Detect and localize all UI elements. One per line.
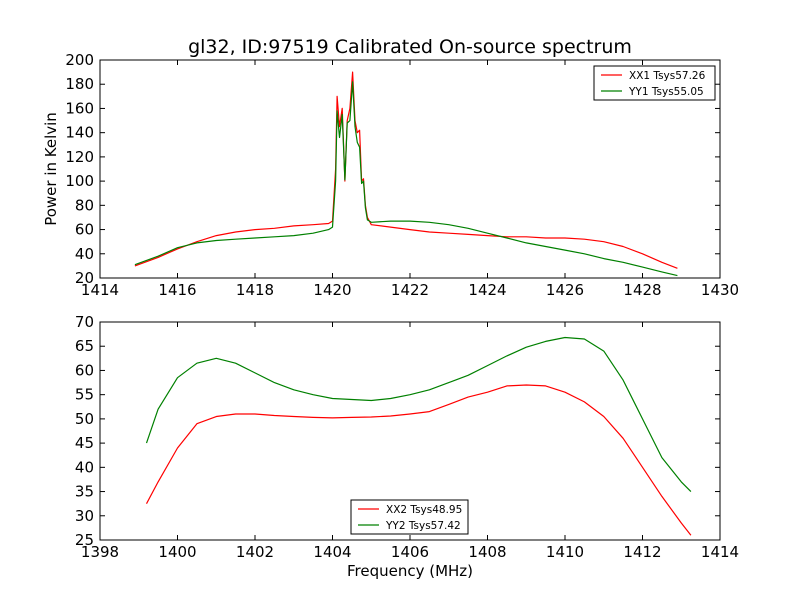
legend-label: YY1 Tsys55.05: [628, 86, 704, 98]
y-tick-label: 30: [75, 507, 94, 525]
y-tick-label: 160: [65, 99, 94, 117]
y-tick-label: 55: [75, 386, 94, 404]
legend-label: XX2 Tsys48.95: [386, 504, 462, 516]
y-tick-label: 45: [75, 434, 94, 452]
y-tick-label: 100: [65, 172, 94, 190]
x-tick-label: 1418: [236, 281, 274, 299]
y-tick-label: 20: [75, 269, 94, 287]
x-tick-label: 1400: [158, 543, 196, 561]
y-tick-label: 120: [65, 148, 94, 166]
x-tick-label: 1402: [236, 543, 274, 561]
series-line-1-1: [145, 336, 692, 493]
x-tick-label: 1406: [391, 543, 429, 561]
legend-box: [350, 499, 469, 535]
series-line-1-0: [145, 384, 692, 536]
y-tick-label: 60: [75, 221, 94, 239]
y-tick-label: 180: [65, 75, 94, 93]
x-tick-label: 1408: [468, 543, 506, 561]
legend-box: [593, 65, 716, 101]
legend: XX1 Tsys57.26 YY1 Tsys55.05: [593, 65, 716, 101]
y-tick-label: 50: [75, 410, 94, 428]
x-tick-label: 1430: [701, 281, 739, 299]
y-tick-label: 25: [75, 531, 94, 549]
legend-label: YY2 Tsys57.42: [385, 520, 461, 532]
x-tick-label: 1416: [158, 281, 196, 299]
x-tick-label: 1414: [81, 281, 119, 299]
y-tick-label: 65: [75, 337, 94, 355]
x-tick-label: 1420: [313, 281, 351, 299]
bottom-panel: 1398 1400 1402 1404 1406 1408 1410 1412 1414 25 30…: [75, 313, 739, 580]
x-tick-label: 1414: [701, 543, 739, 561]
x-tick-label: 1398: [81, 543, 119, 561]
y-tick-label: 80: [75, 196, 94, 214]
x-tick-label: 1404: [313, 543, 351, 561]
x-tick-label: 1428: [623, 281, 661, 299]
x-axis-label: Frequency (MHz): [347, 562, 473, 580]
legend-label: XX1 Tsys57.26: [629, 70, 706, 82]
x-tick-label: 1412: [623, 543, 661, 561]
y-tick-label: 140: [65, 124, 94, 142]
chart-title: gl32, ID:97519 Calibrated On-source spec…: [188, 36, 632, 58]
top-panel: 1414 1416 1418 1420 1422 1424 1426 1428 1430 20 40…: [42, 51, 739, 299]
x-tick-label: 1426: [546, 281, 584, 299]
y-tick-label: 200: [65, 51, 94, 69]
y-tick-label: 40: [75, 245, 94, 263]
y-axis-label: Power in Kelvin: [42, 112, 60, 226]
x-tick-label: 1422: [391, 281, 429, 299]
x-tick-label: 1424: [468, 281, 506, 299]
legend: XX2 Tsys48.95 YY2 Tsys57.42: [350, 499, 469, 535]
series-line-0-0: [134, 71, 678, 269]
y-tick-label: 35: [75, 483, 94, 501]
y-tick-label: 70: [75, 313, 94, 331]
series-line-0-1: [134, 81, 678, 277]
y-tick-label: 40: [75, 458, 94, 476]
x-tick-label: 1410: [546, 543, 584, 561]
y-tick-label: 60: [75, 361, 94, 379]
